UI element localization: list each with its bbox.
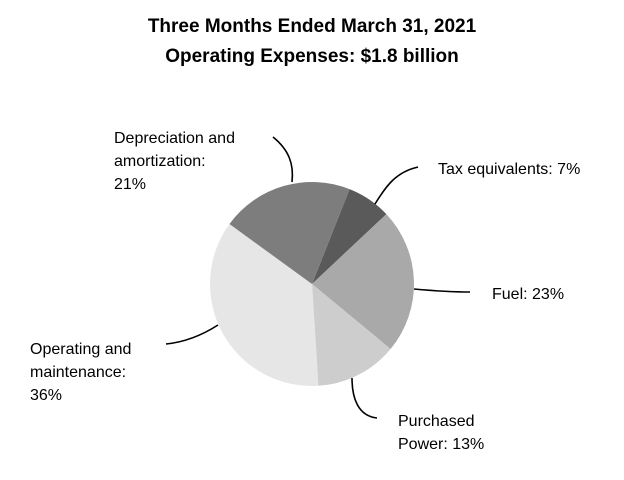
pie-slice-3 [209,224,319,386]
slice-label-line: Purchased [398,413,475,430]
slice-label-3: Operating and maintenance: 36% [30,338,131,407]
slice-label-2: Purchased Power: 13% [398,410,484,456]
pie-slice-2 [312,284,391,386]
pie-slice-0 [312,189,387,284]
chart-title: Three Months Ended March 31, 2021 [147,16,477,37]
slice-label-line: Power: 13% [398,436,485,453]
leader-line-2 [351,377,378,419]
slice-label-line: Tax equivalents: 7% [438,161,581,178]
leader-line-4 [272,136,294,183]
slice-label-1: Fuel: 23% [492,283,564,306]
slice-label-line: Depreciation and [114,130,235,147]
pie-slice-4 [229,181,350,284]
leader-line-3 [165,324,219,345]
slice-label-line: 36% [30,387,63,404]
slice-label-line: Operating and [30,341,132,358]
slice-label-line: maintenance: [30,364,127,381]
slice-label-line: amortization: [114,153,206,170]
leader-line-1 [413,288,471,293]
slice-label-line: 21% [114,176,147,193]
pie-slice-1 [312,214,415,350]
chart-subtitle: Operating Expenses: $1.8 billion [165,46,459,67]
leader-line-0 [374,166,419,205]
slice-label-4: Depreciation and amortization: 21% [114,127,235,196]
slice-label-line: Fuel: 23% [492,286,565,303]
slice-label-0: Tax equivalents: 7% [438,158,580,181]
